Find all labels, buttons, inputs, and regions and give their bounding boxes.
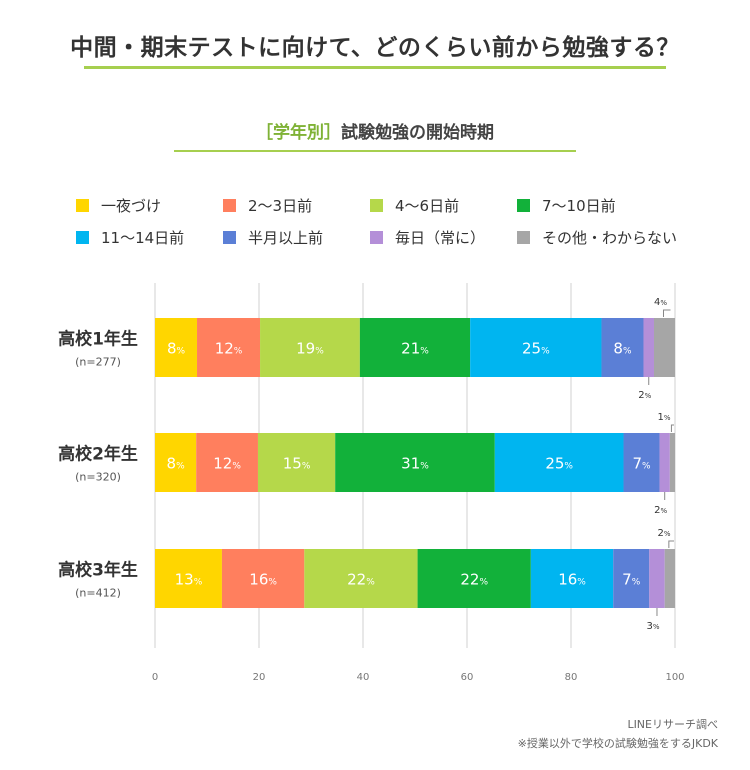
legend-swatch <box>370 231 383 244</box>
legend-item: 11〜14日前 <box>76 227 184 248</box>
data-label: 13% <box>175 571 203 589</box>
data-label: 25% <box>545 455 573 473</box>
legend-swatch <box>223 199 236 212</box>
legend-swatch <box>76 231 89 244</box>
bar-segment <box>659 433 670 492</box>
category-label: 高校1年生 <box>58 329 138 350</box>
legend-label: 4〜6日前 <box>395 197 460 215</box>
data-label: 8% <box>167 340 186 358</box>
x-tick-label: 100 <box>665 672 684 683</box>
legend-swatch <box>223 231 236 244</box>
source-note: LINEリサーチ調べ <box>627 718 718 731</box>
data-label: 7% <box>622 571 641 589</box>
data-label: 12% <box>213 455 241 473</box>
legend-item: 7〜10日前 <box>517 195 616 216</box>
data-label: 21% <box>401 340 429 358</box>
data-label: 3% <box>646 621 659 632</box>
page-title: 中間・期末テストに向けて、どのくらい前から勉強する？ <box>70 35 680 61</box>
leader-line <box>662 309 671 317</box>
leader-line <box>670 424 674 432</box>
bar-segment <box>221 549 305 608</box>
x-tick-label: 0 <box>152 672 158 683</box>
data-label: 8% <box>167 455 186 473</box>
legend-swatch <box>76 199 89 212</box>
legend-swatch <box>517 231 530 244</box>
bar-segment <box>257 433 336 492</box>
category-sample-size: (n=320) <box>75 471 121 484</box>
bar-segment <box>359 318 471 377</box>
legend-item: 毎日（常に） <box>370 227 485 248</box>
leader-line <box>668 540 674 548</box>
bar-segment <box>304 549 418 608</box>
data-label: 22% <box>347 571 375 589</box>
category-label: 高校3年生 <box>58 560 138 581</box>
legend-label: 11〜14日前 <box>101 229 185 247</box>
data-label: 22% <box>460 571 488 589</box>
x-tick-label: 20 <box>253 672 266 683</box>
bar-segment <box>669 433 675 492</box>
legend-label: その他・わからない <box>542 229 678 247</box>
data-label: 1% <box>657 412 670 423</box>
survey-note: ※授業以外で学校の試験勉強をするJKDK <box>517 737 718 750</box>
bar-segment <box>155 433 197 492</box>
data-label: 4% <box>654 297 667 308</box>
data-label: 31% <box>401 455 429 473</box>
data-label: 8% <box>613 340 632 358</box>
data-label: 7% <box>632 455 651 473</box>
legend-item: 2〜3日前 <box>223 195 312 216</box>
data-label: 16% <box>249 571 277 589</box>
bar-segment <box>623 433 660 492</box>
x-tick-label: 40 <box>357 672 370 683</box>
legend-label: 7〜10日前 <box>542 197 616 215</box>
legend-label: 半月以上前 <box>248 229 324 247</box>
bar-segment <box>417 549 531 608</box>
data-label: 16% <box>558 571 586 589</box>
bar-segment <box>155 318 198 377</box>
category-label: 高校2年生 <box>58 444 138 465</box>
subtitle-underline <box>174 150 576 152</box>
legend-swatch <box>517 199 530 212</box>
bar-segment <box>197 318 261 377</box>
legend-label: 一夜づけ <box>101 197 162 215</box>
legend-swatch <box>370 199 383 212</box>
legend-item: 4〜6日前 <box>370 195 459 216</box>
bar-segment <box>494 433 624 492</box>
data-label: 2% <box>638 390 651 401</box>
data-label: 19% <box>296 340 324 358</box>
category-sample-size: (n=412) <box>75 587 121 600</box>
data-label: 15% <box>283 455 311 473</box>
bar-segment <box>260 318 360 377</box>
bar-segment <box>601 318 644 377</box>
bar-segment <box>649 549 665 608</box>
legend-label: 毎日（常に） <box>395 229 486 247</box>
chart-subtitle: ［学年別］試験勉強の開始時期 <box>0 118 750 143</box>
legend-item: その他・わからない <box>517 227 677 248</box>
bar-segment <box>155 549 222 608</box>
legend-item: 一夜づけ <box>76 195 161 216</box>
data-label: 25% <box>522 340 550 358</box>
x-tick-label: 80 <box>565 672 578 683</box>
bar-segment <box>196 433 258 492</box>
bar-segment <box>613 549 650 608</box>
bar-segment <box>335 433 495 492</box>
legend-label: 2〜3日前 <box>248 197 313 215</box>
bar-segment <box>653 318 675 377</box>
data-label: 12% <box>215 340 243 358</box>
legend-item: 半月以上前 <box>223 227 323 248</box>
subtitle-text: 試験勉強の開始時期 <box>341 123 494 143</box>
category-sample-size: (n=277) <box>75 356 121 369</box>
bar-segment <box>664 549 675 608</box>
bar-segment <box>643 318 654 377</box>
x-tick-label: 60 <box>461 672 474 683</box>
bar-segment <box>530 549 614 608</box>
title-underline <box>84 66 666 69</box>
bar-segment <box>470 318 602 377</box>
subtitle-tag: ［学年別］ <box>256 123 341 143</box>
data-label: 2% <box>654 505 667 516</box>
data-label: 2% <box>657 528 670 539</box>
